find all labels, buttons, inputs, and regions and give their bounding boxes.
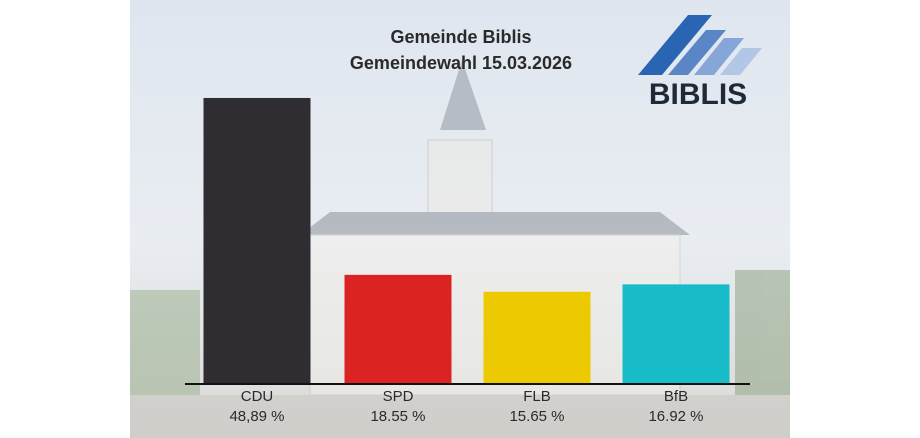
bar (344, 274, 452, 383)
category-label: CDU (241, 388, 274, 405)
category-label: FLB (523, 388, 551, 405)
value-label: 15.65 % (509, 408, 564, 425)
chart-title: Gemeinde Biblis (390, 27, 531, 47)
bar (483, 291, 591, 383)
category-label: BfB (664, 388, 688, 405)
logo: BIBLIS (638, 15, 762, 111)
chart-subtitle: Gemeindewahl 15.03.2026 (350, 53, 572, 73)
bar (622, 284, 730, 383)
building-silhouette (130, 60, 790, 438)
category-label: SPD (383, 388, 414, 405)
bar (203, 97, 311, 383)
value-label: 48,89 % (229, 408, 284, 425)
value-label: 18.55 % (370, 408, 425, 425)
value-label: 16.92 % (648, 408, 703, 425)
logo-text: BIBLIS (649, 78, 747, 111)
